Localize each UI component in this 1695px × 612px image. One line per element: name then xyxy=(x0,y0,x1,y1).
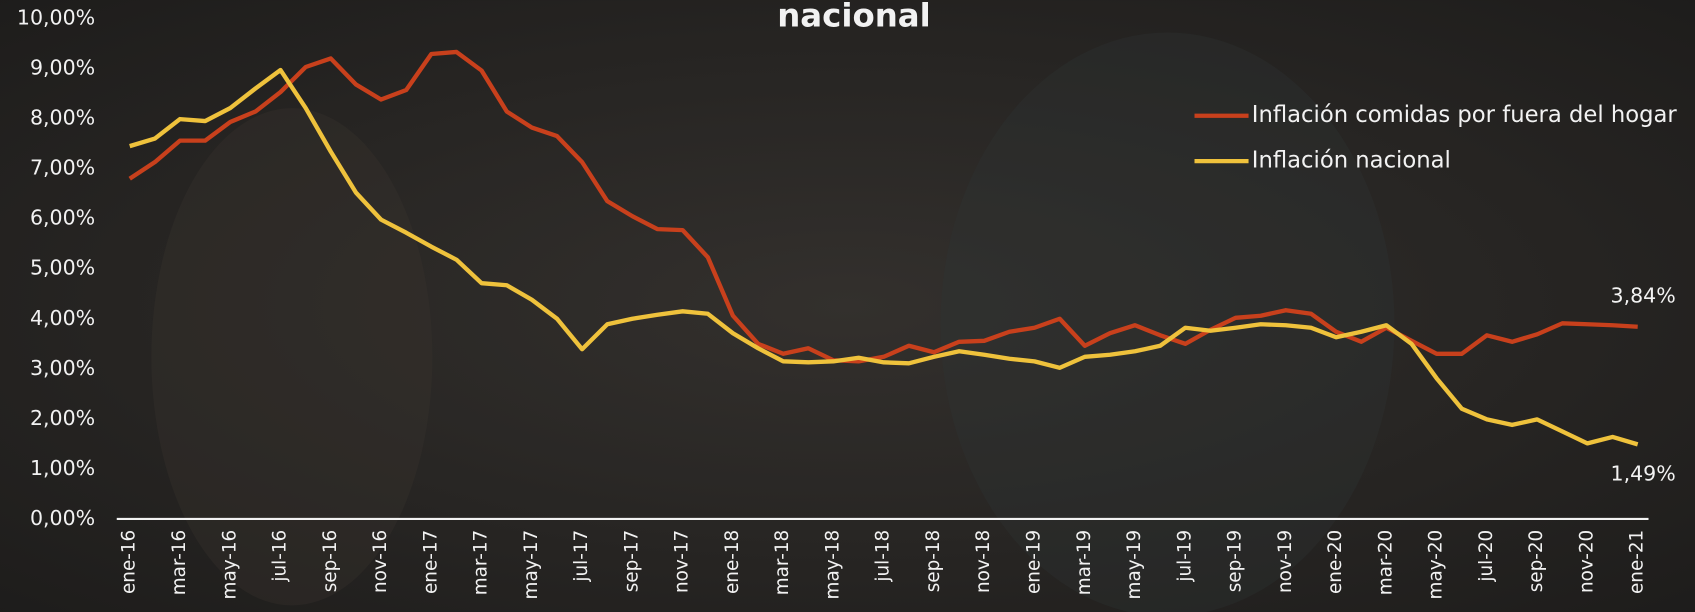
y-tick-label: 5,00% xyxy=(30,256,95,280)
x-tick-label: may-20 xyxy=(1426,530,1447,600)
x-tick-label: may-16 xyxy=(219,530,240,600)
x-tick-label: nov-17 xyxy=(672,530,693,593)
x-tick-label: jul-18 xyxy=(873,530,894,583)
x-tick-label: mar-20 xyxy=(1375,530,1396,596)
y-tick-label: 0,00% xyxy=(30,506,95,530)
x-tick-label: mar-19 xyxy=(1074,530,1095,596)
x-tick-label: may-17 xyxy=(521,530,542,600)
x-tick-label: nov-20 xyxy=(1576,530,1597,593)
x-tick-label: sep-20 xyxy=(1526,530,1547,593)
x-tick-label: mar-18 xyxy=(772,530,793,596)
x-tick-label: jul-19 xyxy=(1174,530,1195,583)
y-tick-label: 2,00% xyxy=(30,406,95,430)
x-tick-label: ene-21 xyxy=(1627,530,1648,594)
legend-label: Inflación comidas por fuera del hogar xyxy=(1252,102,1678,128)
x-tick-label: mar-17 xyxy=(471,530,492,596)
x-tick-label: sep-19 xyxy=(1225,530,1246,593)
y-tick-label: 9,00% xyxy=(30,56,95,80)
x-tick-label: sep-18 xyxy=(923,530,944,593)
data-label: 1,49% xyxy=(1611,462,1676,486)
x-tick-label: sep-17 xyxy=(621,530,642,593)
y-tick-label: 10,00% xyxy=(17,5,95,29)
x-tick-label: nov-16 xyxy=(370,530,391,593)
legend-label: Inflación nacional xyxy=(1252,148,1451,174)
x-tick-label: may-19 xyxy=(1124,530,1145,600)
x-tick-label: mar-16 xyxy=(169,530,190,596)
x-tick-label: ene-18 xyxy=(722,530,743,594)
chart-title: nacional xyxy=(777,0,931,34)
x-tick-label: ene-19 xyxy=(1024,530,1045,594)
y-tick-label: 1,00% xyxy=(30,456,95,480)
x-tick-label: may-18 xyxy=(822,530,843,600)
y-tick-label: 3,00% xyxy=(30,356,95,380)
x-tick-label: sep-16 xyxy=(320,530,341,593)
x-tick-label: nov-18 xyxy=(973,530,994,593)
x-tick-label: jul-16 xyxy=(270,530,291,583)
chart: nacional 0,00% 1,00% 2,00% 3,00% 4,00% 5,00% 6… xyxy=(0,0,1695,612)
page: {"chart_data": { "type": "line", "title"… xyxy=(0,0,1695,612)
x-tick-label: jul-20 xyxy=(1476,530,1497,583)
x-tick-label: ene-17 xyxy=(420,530,441,594)
y-tick-label: 7,00% xyxy=(30,156,95,180)
x-tick-label: jul-17 xyxy=(571,530,592,583)
y-tick-label: 8,00% xyxy=(30,106,95,130)
x-tick-label: ene-16 xyxy=(119,530,140,594)
y-tick-label: 4,00% xyxy=(30,306,95,330)
x-tick-label: ene-20 xyxy=(1325,530,1346,594)
data-label: 3,84% xyxy=(1611,283,1676,307)
x-tick-label: nov-19 xyxy=(1275,530,1296,593)
y-tick-label: 6,00% xyxy=(30,206,95,230)
